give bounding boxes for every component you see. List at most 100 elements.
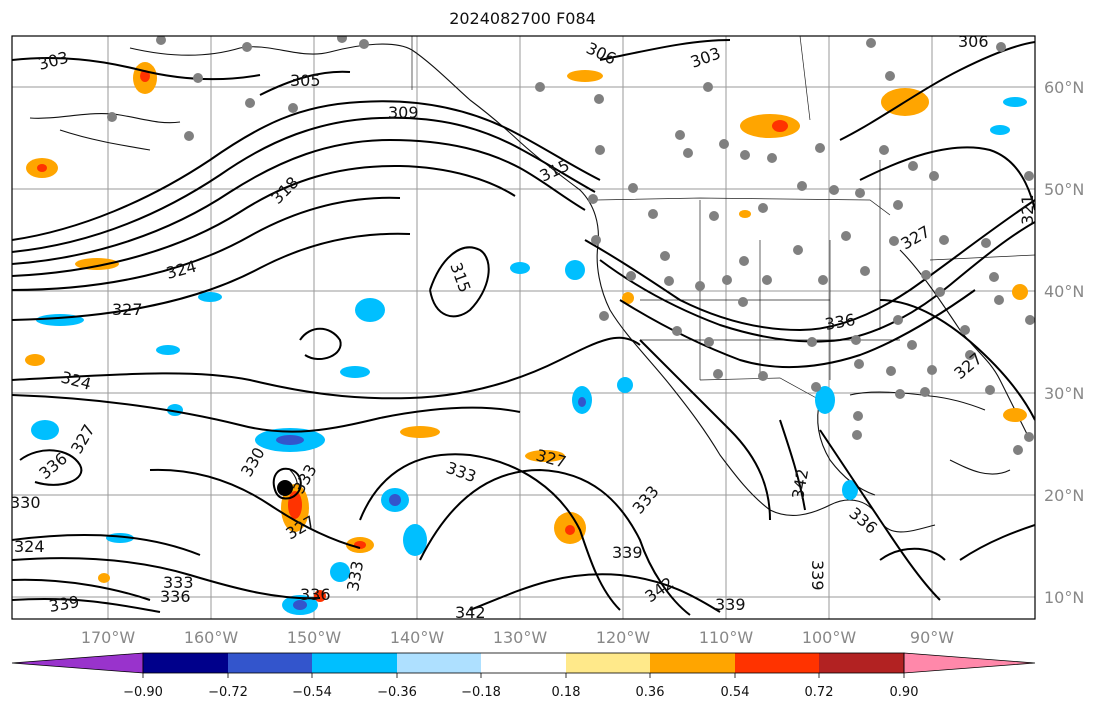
fill-patch	[403, 524, 427, 556]
fill-patch	[510, 262, 530, 274]
station-dot	[628, 183, 638, 193]
station-dot	[929, 171, 939, 181]
colorbar-tick-label: 0.54	[721, 685, 750, 700]
station-dot	[242, 42, 252, 52]
map-title: 2024082700 F084	[449, 9, 596, 28]
fill-patch	[340, 366, 370, 378]
fill-patch	[276, 435, 304, 445]
fill-patch	[622, 292, 634, 304]
contour-label: 333	[163, 573, 194, 592]
colorbar-tick-label: −0.18	[461, 685, 501, 700]
station-dot	[853, 411, 863, 421]
station-dot	[664, 276, 674, 286]
station-dot	[722, 275, 732, 285]
station-dot	[713, 369, 723, 379]
station-dot	[758, 371, 768, 381]
colorbar-swatch	[650, 653, 735, 673]
station-dot	[921, 270, 931, 280]
station-dot	[683, 148, 693, 158]
lat-tick-label: 40°N	[1044, 282, 1084, 301]
colorbar-tick-label: −0.90	[123, 685, 163, 700]
station-dot	[852, 430, 862, 440]
lon-tick-label: 110°W	[699, 628, 754, 647]
station-dot	[588, 194, 598, 204]
negative-shading	[31, 97, 1027, 615]
colorbar-outline	[142, 652, 905, 674]
station-dot	[591, 235, 601, 245]
station-dot	[855, 188, 865, 198]
station-dot	[807, 337, 817, 347]
fill-patch	[25, 354, 45, 366]
station-dot	[889, 236, 899, 246]
lon-tick-label: 170°W	[81, 628, 136, 647]
fill-patch	[525, 450, 565, 462]
colorbar-swatch	[143, 653, 228, 673]
station-dot	[854, 359, 864, 369]
lat-tick-label: 50°N	[1044, 180, 1084, 199]
contour-label: 339	[612, 543, 643, 562]
station-dot	[648, 209, 658, 219]
colorbar-swatch	[228, 653, 312, 673]
fill-patch	[355, 298, 385, 322]
station-dot	[288, 103, 298, 113]
station-dot	[107, 112, 117, 122]
station-dot	[829, 185, 839, 195]
station-dot	[535, 82, 545, 92]
contour-label: 336	[300, 585, 331, 604]
station-dot	[359, 39, 369, 49]
colorbar-extend-low	[11, 652, 144, 674]
contour-label: 324	[14, 537, 45, 556]
station-dot	[965, 350, 975, 360]
theta-contours	[12, 39, 1035, 616]
fill-patch	[740, 114, 800, 138]
fill-patch	[578, 397, 586, 407]
station-dot	[851, 335, 861, 345]
station-dot	[740, 150, 750, 160]
station-dot	[886, 366, 896, 376]
fill-patch	[617, 377, 633, 393]
latitude-axis: 60°N 50°N 40°N 30°N 20°N 10°N	[1044, 78, 1084, 607]
fill-patch	[567, 70, 603, 82]
colorbar-tick-label: 0.36	[636, 685, 665, 700]
contour-label: 321	[1018, 194, 1037, 225]
colorbar-extend-high	[903, 652, 1036, 674]
fill-patch	[990, 125, 1010, 135]
map-border	[11, 35, 1036, 620]
colorbar-tick-label: −0.36	[377, 685, 417, 700]
station-dot	[245, 98, 255, 108]
political-borders	[411, 36, 1035, 401]
station-dot	[626, 271, 636, 281]
contour-label: 339	[715, 595, 746, 614]
colorbar-swatch	[566, 653, 650, 673]
station-dot	[672, 326, 682, 336]
lat-tick-label: 10°N	[1044, 588, 1084, 607]
fill-patch	[198, 292, 222, 302]
station-dot	[695, 281, 705, 291]
lat-tick-label: 60°N	[1044, 78, 1084, 97]
fill-patch	[293, 600, 307, 610]
fill-patch	[772, 120, 788, 132]
station-dot	[793, 245, 803, 255]
colorbar-tick-label: −0.72	[208, 685, 248, 700]
station-dot	[818, 275, 828, 285]
lon-tick-label: 130°W	[493, 628, 548, 647]
fill-patch	[156, 345, 180, 355]
station-dot	[811, 382, 821, 392]
station-dot	[767, 153, 777, 163]
station-dot	[935, 287, 945, 297]
station-dot	[739, 256, 749, 266]
lon-tick-label: 150°W	[287, 628, 342, 647]
station-dot	[895, 389, 905, 399]
station-dot	[675, 130, 685, 140]
fill-patch	[565, 260, 585, 280]
station-dot	[660, 251, 670, 261]
fill-patch	[565, 525, 575, 535]
station-dot	[193, 73, 203, 83]
contour-label: 330	[10, 493, 41, 512]
fill-patch	[37, 164, 47, 172]
fill-patch	[140, 70, 150, 82]
colorbar-swatch	[735, 653, 819, 673]
station-dot	[981, 238, 991, 248]
lon-tick-label: 140°W	[390, 628, 445, 647]
